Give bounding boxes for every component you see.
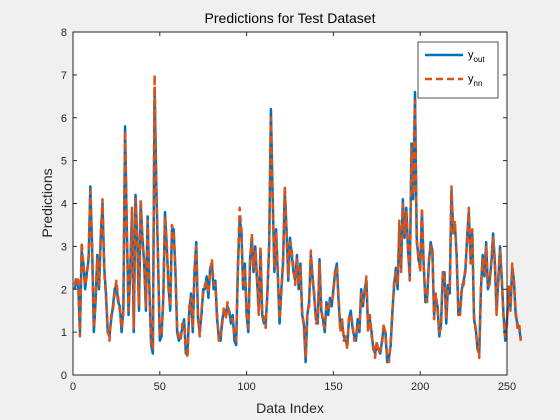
x-axis-label: Data Index — [256, 400, 324, 416]
y-tick-label-8: 8 — [61, 27, 67, 39]
y-tick-label-0: 0 — [61, 370, 67, 382]
y-tick-label-5: 5 — [61, 156, 67, 168]
y-axis-label: Predictions — [39, 168, 55, 237]
y-tick-label-3: 3 — [61, 241, 67, 253]
y-tick-label-1: 1 — [61, 327, 67, 339]
x-tick-label-250: 250 — [498, 381, 516, 393]
x-tick-label-0: 0 — [70, 381, 76, 393]
y-tick-label-2: 2 — [61, 284, 67, 296]
legend-label-ynn-main: y — [468, 73, 474, 85]
x-tick-label-150: 150 — [324, 381, 342, 393]
legend-label-ynn-sub: nn — [474, 79, 483, 88]
legend-label-yout-main: y — [468, 49, 474, 61]
legend-label-ynn: ynn — [468, 73, 482, 88]
x-tick-label-50: 50 — [154, 381, 166, 393]
y-tick-label-7: 7 — [61, 70, 67, 82]
legend-label-yout-sub: out — [474, 55, 486, 64]
legend-label-yout: yout — [468, 49, 485, 64]
legend-box — [417, 41, 499, 99]
series-line-ynn — [73, 73, 523, 364]
y-tick-label-6: 6 — [61, 113, 67, 125]
series-layer — [73, 73, 523, 364]
tick-layer: 0 50 100 150 200 250 0 1 2 3 4 5 6 7 8 — [61, 27, 516, 393]
x-tick-label-100: 100 — [237, 381, 255, 393]
legend: yout ynn — [417, 41, 499, 99]
chart-title: Predictions for Test Dataset — [205, 10, 376, 26]
x-tick-label-200: 200 — [411, 381, 429, 393]
y-tick-label-4: 4 — [61, 199, 67, 211]
